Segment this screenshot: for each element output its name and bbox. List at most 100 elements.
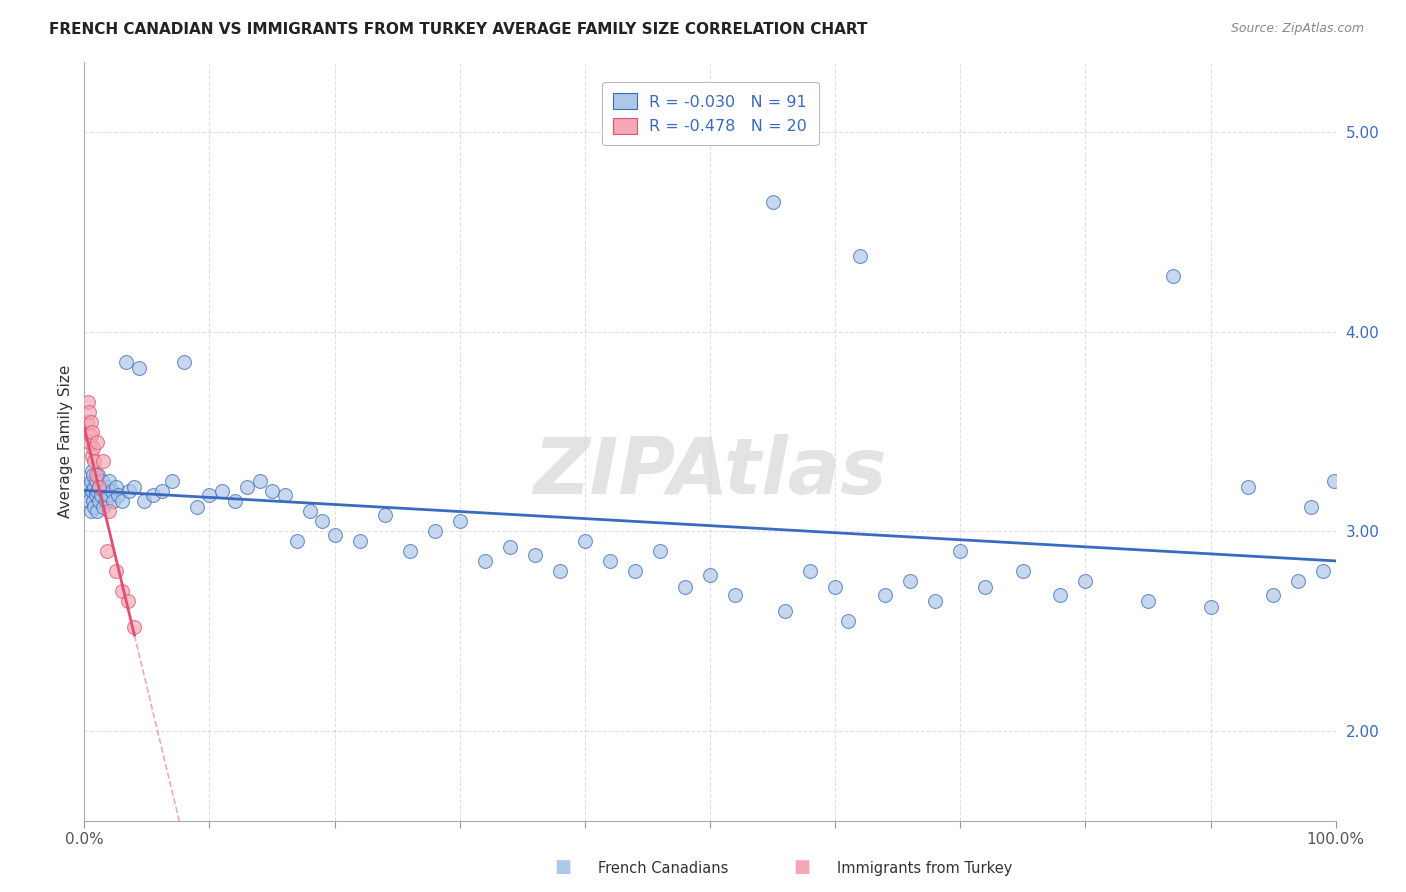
Point [80,425,103,439]
Point [273,488,295,502]
Point [523,548,546,563]
Point [90,475,112,489]
Point [499,541,522,555]
Point [124,480,146,494]
Point [111,584,134,599]
Point [79,494,101,508]
Point [648,544,671,558]
Point [82,441,104,455]
Point [449,514,471,528]
Point [79,404,101,418]
Point [82,468,104,483]
Point [160,475,183,489]
Point [83,454,105,468]
Point [924,594,946,608]
Point [224,494,246,508]
Point [1286,574,1309,589]
Point [86,504,108,518]
Point [599,554,621,568]
Point [1136,594,1159,608]
Point [84,488,107,502]
Legend: R = -0.030   N = 91, R = -0.478   N = 20: R = -0.030 N = 91, R = -0.478 N = 20 [602,82,818,145]
Point [1312,564,1334,578]
Point [94,494,117,508]
Text: French Canadians: French Canadians [598,861,728,876]
Point [91,454,114,468]
Point [799,564,821,578]
Point [118,484,141,499]
Text: ■: ■ [554,858,571,876]
Point [89,494,111,508]
Point [142,488,165,502]
Point [104,564,127,578]
Point [198,488,221,502]
Point [1323,475,1346,489]
Point [762,195,785,210]
Point [76,488,98,502]
Point [114,355,136,369]
Point [699,568,721,582]
Point [849,249,872,263]
Point [349,534,371,549]
Point [624,564,647,578]
Point [548,564,571,578]
Point [84,475,107,489]
Point [1161,268,1184,283]
Point [285,534,308,549]
Point [1237,480,1260,494]
Point [98,504,121,518]
Point [86,484,108,499]
Point [83,480,105,494]
Point [374,508,396,523]
Point [398,544,420,558]
Point [150,484,173,499]
Point [128,360,150,375]
Point [90,488,112,502]
Point [80,484,103,499]
Point [1012,564,1035,578]
Text: ■: ■ [793,858,810,876]
Point [82,494,104,508]
Point [96,544,118,558]
Point [111,494,134,508]
Point [824,580,846,594]
Point [97,488,120,502]
Point [249,475,271,489]
Point [79,428,101,442]
Point [186,500,208,515]
Point [837,614,859,628]
Point [724,588,747,602]
Y-axis label: Average Family Size: Average Family Size [58,365,73,518]
Point [298,504,321,518]
Point [91,500,114,515]
Point [101,494,124,508]
Point [474,554,496,568]
Point [423,524,446,539]
Point [1263,588,1285,602]
Text: Source: ZipAtlas.com: Source: ZipAtlas.com [1230,22,1364,36]
Point [311,514,333,528]
Point [77,480,100,494]
Point [1299,500,1322,515]
Text: FRENCH CANADIAN VS IMMIGRANTS FROM TURKEY AVERAGE FAMILY SIZE CORRELATION CHART: FRENCH CANADIAN VS IMMIGRANTS FROM TURKE… [49,22,868,37]
Point [79,434,101,449]
Point [974,580,997,594]
Point [89,480,111,494]
Point [134,494,156,508]
Point [98,475,121,489]
Point [87,468,110,483]
Point [949,544,972,558]
Point [1074,574,1097,589]
Point [79,475,101,489]
Point [898,574,921,589]
Point [236,480,259,494]
Point [173,355,195,369]
Point [1049,588,1071,602]
Point [80,449,103,463]
Point [323,528,346,542]
Point [93,484,115,499]
Point [84,468,107,483]
Point [86,434,108,449]
Point [262,484,284,499]
Text: Immigrants from Turkey: Immigrants from Turkey [837,861,1012,876]
